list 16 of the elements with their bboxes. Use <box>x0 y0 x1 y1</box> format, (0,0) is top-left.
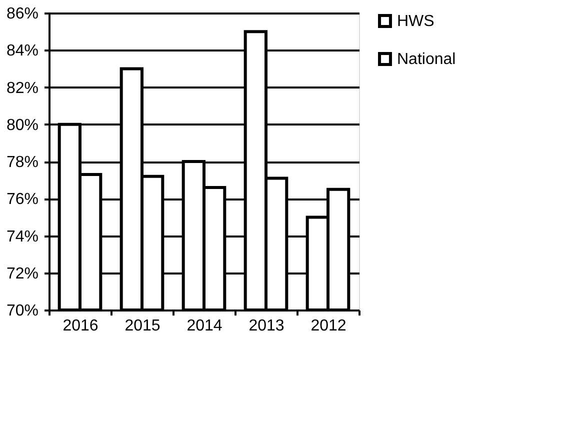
legend-label: HWS <box>397 13 434 30</box>
x-tick-label: 2016 <box>62 318 98 334</box>
y-tick-label: 86% <box>6 6 38 22</box>
y-tick-label: 74% <box>6 228 38 246</box>
y-tick-label: 72% <box>6 265 38 282</box>
x-tick-label: 2014 <box>186 318 222 334</box>
y-tick-label: 76% <box>6 191 38 208</box>
legend-label: National <box>397 51 456 68</box>
y-tick-label: 70% <box>6 302 38 320</box>
y-tick-label: 80% <box>6 116 38 134</box>
x-tick-label: 2013 <box>248 318 284 334</box>
y-tick-label: 82% <box>6 80 38 97</box>
y-tick-label: 78% <box>6 154 38 171</box>
y-tick-label: 84% <box>6 42 38 60</box>
x-tick-label: 2012 <box>310 318 346 334</box>
x-tick-label: 2015 <box>124 318 160 334</box>
